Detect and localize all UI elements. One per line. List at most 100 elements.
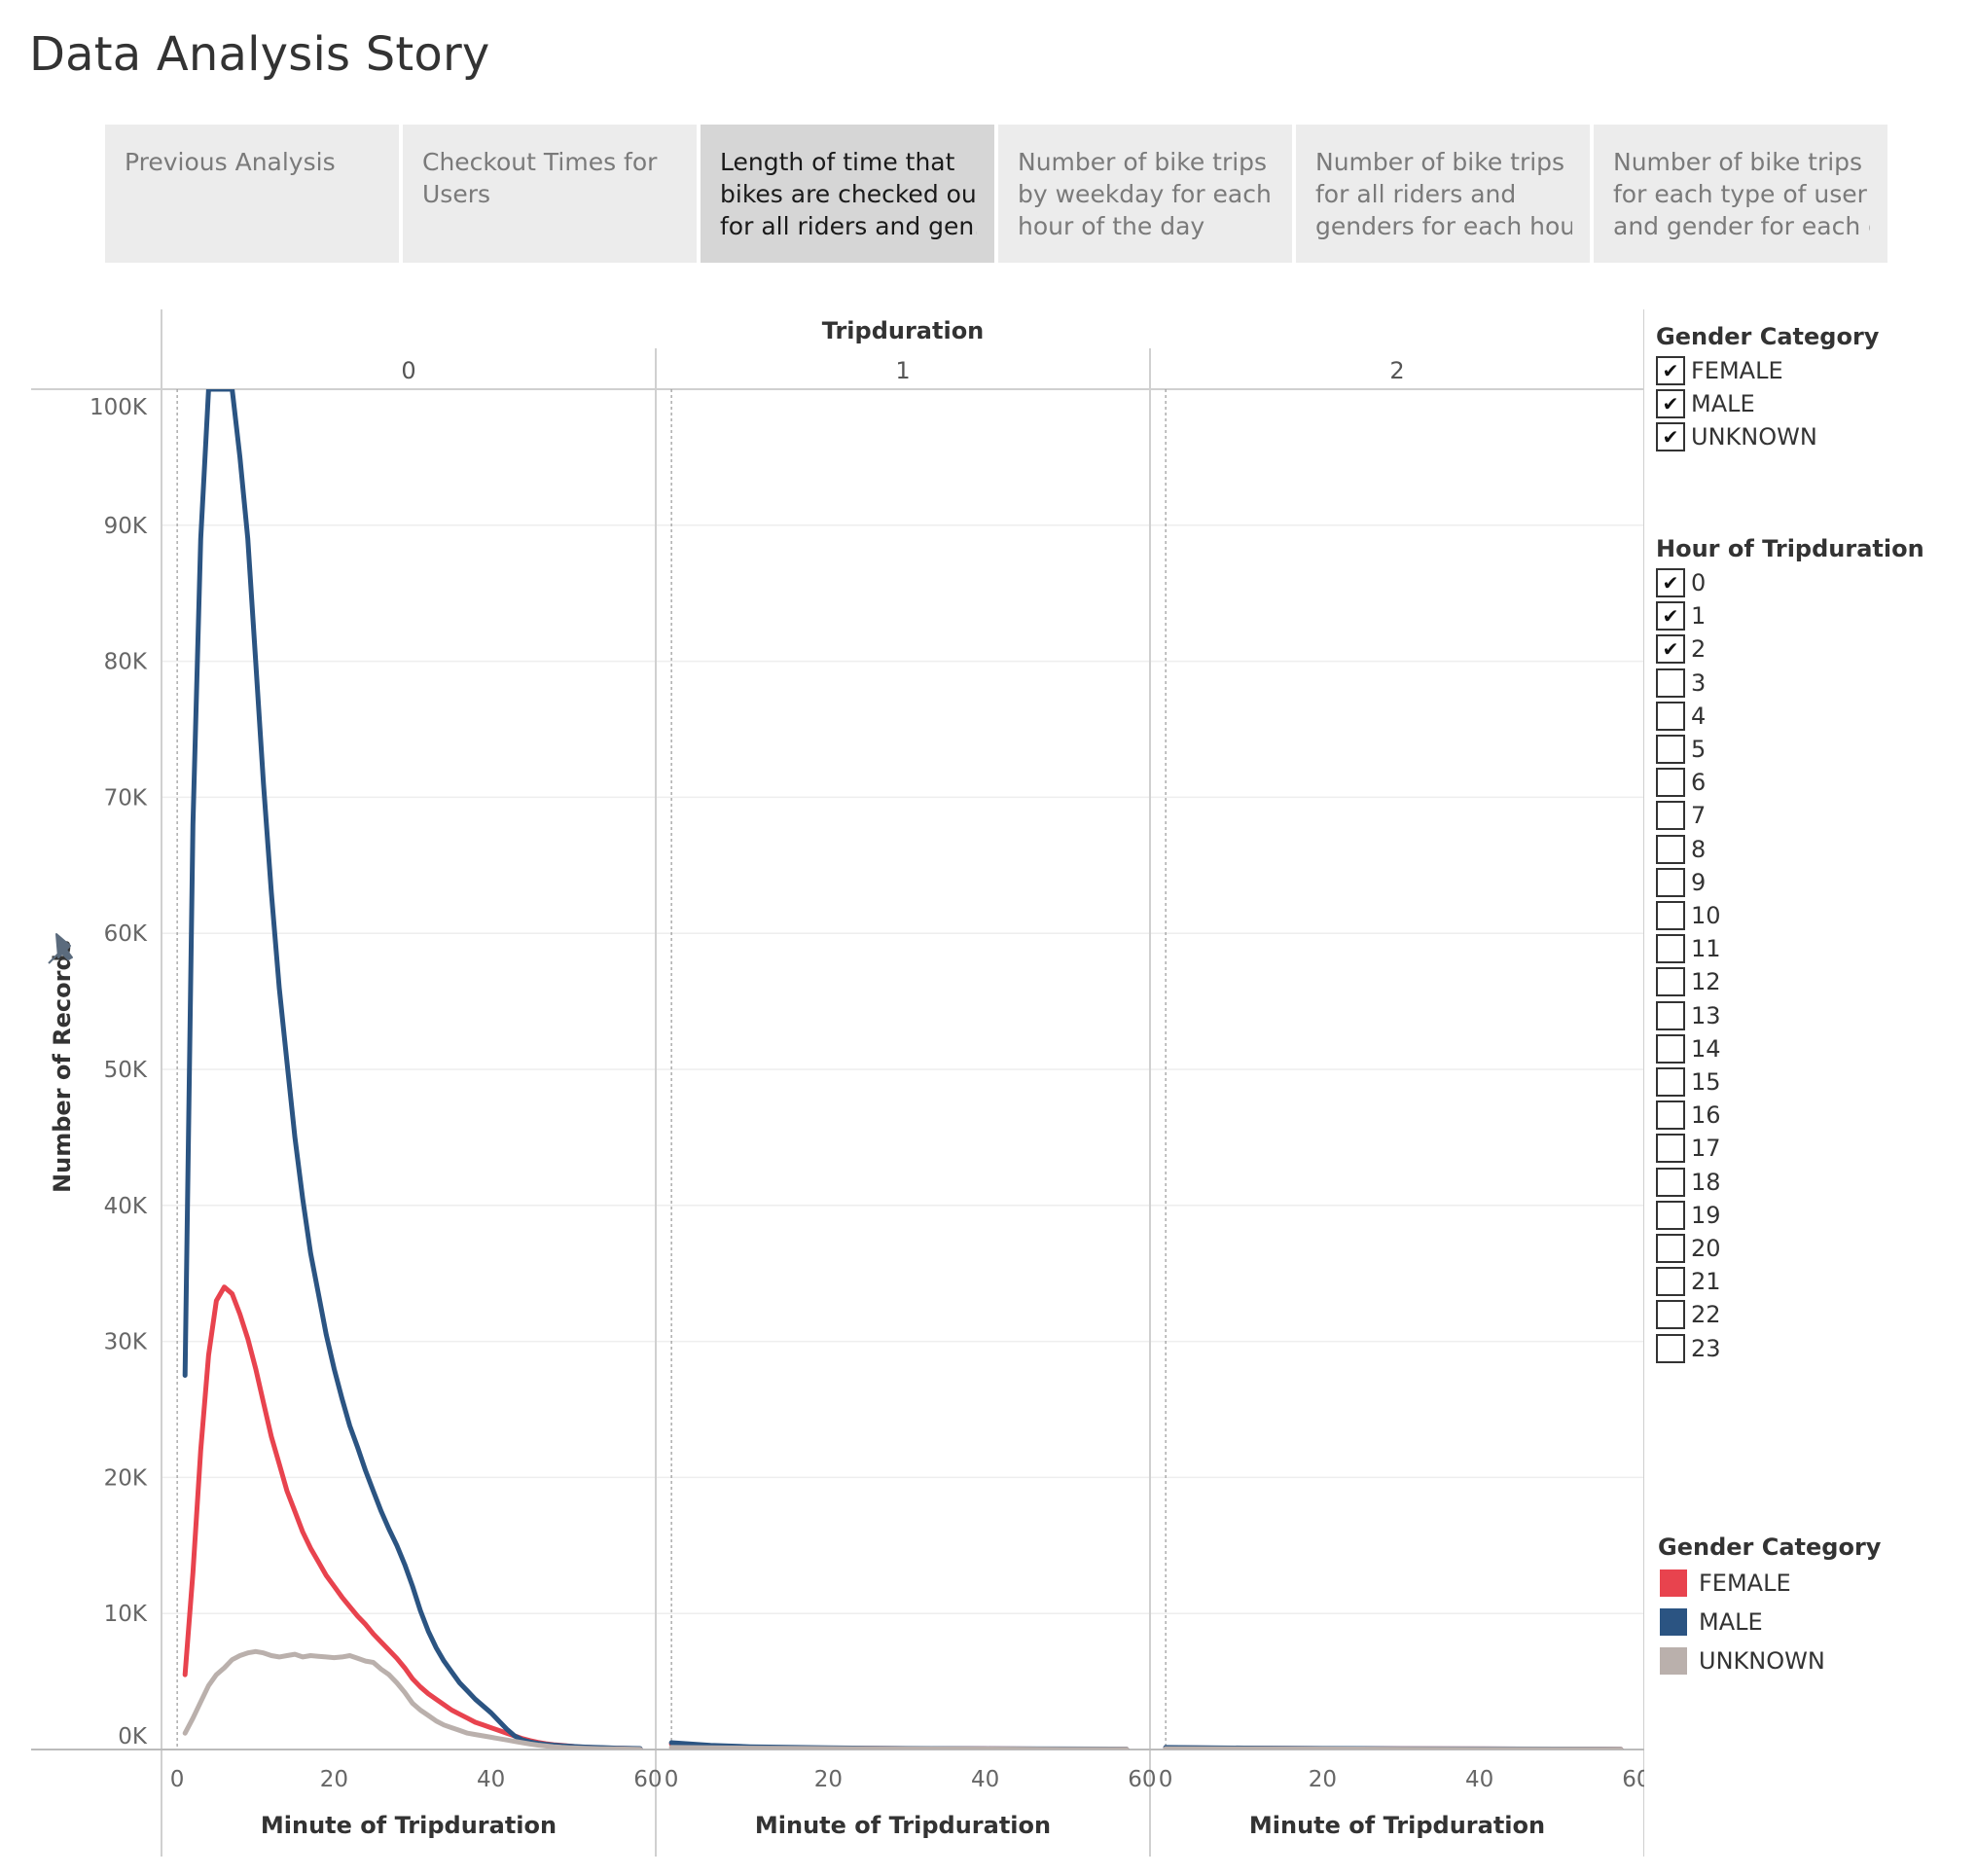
- series-line-unknown: [1163, 1746, 1624, 1750]
- checkbox[interactable]: [1656, 1134, 1685, 1164]
- checkbox[interactable]: [1656, 801, 1685, 831]
- x-tick-label: 20: [1309, 1767, 1337, 1792]
- x-tick-label: 0: [665, 1767, 679, 1792]
- hour-filter-item-2[interactable]: ✔ 2: [1656, 632, 1706, 666]
- checkbox-label: 22: [1691, 1301, 1721, 1329]
- column-header-title: Tripduration: [822, 317, 985, 344]
- checkbox[interactable]: [1656, 1200, 1685, 1230]
- x-tick-label: 0: [170, 1767, 185, 1792]
- hour-filter-item-14[interactable]: 14: [1656, 1032, 1721, 1065]
- legend-item-male[interactable]: MALE: [1660, 1607, 1763, 1637]
- hour-filter-item-10[interactable]: 10: [1656, 899, 1721, 932]
- checkbox[interactable]: ✔: [1656, 601, 1685, 631]
- checkbox[interactable]: [1656, 667, 1685, 698]
- checkbox[interactable]: [1656, 1267, 1685, 1297]
- y-tick-label: 0K: [118, 1724, 148, 1750]
- hour-filter-item-11[interactable]: 11: [1656, 932, 1721, 965]
- series-group: [182, 389, 1624, 1750]
- checkbox[interactable]: [1656, 834, 1685, 864]
- checkbox[interactable]: ✔: [1656, 422, 1685, 451]
- story-tab-text: Users: [422, 180, 491, 208]
- checkbox[interactable]: [1656, 1000, 1685, 1030]
- checkbox[interactable]: ✔: [1656, 356, 1685, 385]
- checkbox[interactable]: [1656, 1234, 1685, 1263]
- checkbox[interactable]: [1656, 867, 1685, 897]
- check-mark-icon: ✔: [1662, 637, 1679, 662]
- y-tick-label: 20K: [104, 1465, 148, 1491]
- x-tick-label: 60: [1128, 1767, 1156, 1792]
- hour-filter-item-7[interactable]: 7: [1656, 799, 1706, 832]
- check-mark-icon: ✔: [1662, 359, 1679, 382]
- series-line-unknown: [668, 1745, 1130, 1750]
- x-axis-title: Minute of Tripduration: [755, 1812, 1051, 1839]
- hour-filter-item-6[interactable]: 6: [1656, 766, 1706, 799]
- checkbox-label: 18: [1691, 1168, 1721, 1196]
- legend-item-female[interactable]: FEMALE: [1660, 1569, 1791, 1598]
- story-tab-6[interactable]: Number of bike trips for each type of use…: [1594, 125, 1887, 263]
- checkbox-label: 15: [1691, 1068, 1721, 1096]
- hour-filter-item-5[interactable]: 5: [1656, 733, 1706, 766]
- hour-filter-item-13[interactable]: 13: [1656, 999, 1721, 1032]
- hour-filter-item-23[interactable]: 23: [1656, 1332, 1721, 1365]
- checkbox[interactable]: [1656, 1033, 1685, 1064]
- hour-filter-item-4[interactable]: 4: [1656, 700, 1706, 733]
- checkbox-label: 19: [1691, 1201, 1721, 1229]
- hour-filter-item-0[interactable]: ✔ 0: [1656, 566, 1706, 599]
- x-tick-label: 0: [1159, 1767, 1173, 1792]
- hour-filter-item-18[interactable]: 18: [1656, 1166, 1721, 1199]
- gender-filter-item-female[interactable]: ✔ FEMALE: [1656, 354, 1783, 387]
- color-legend-title: Gender Category: [1658, 1533, 1882, 1561]
- hour-filter-item-12[interactable]: 12: [1656, 965, 1721, 998]
- y-tick-label: 60K: [104, 921, 148, 947]
- story-tab-2[interactable]: Checkout Times for Users: [403, 125, 697, 263]
- hour-filter-item-16[interactable]: 16: [1656, 1099, 1721, 1132]
- series-line-female: [182, 1284, 643, 1750]
- hour-filter-item-17[interactable]: 17: [1656, 1132, 1721, 1165]
- story-tab-text: hour of the day: [1018, 212, 1205, 240]
- checkbox[interactable]: ✔: [1656, 389, 1685, 418]
- gender-filter-item-unknown[interactable]: ✔ UNKNOWN: [1656, 420, 1817, 453]
- checkbox[interactable]: [1656, 934, 1685, 964]
- checkbox[interactable]: [1656, 768, 1685, 798]
- legend-swatch: [1660, 1569, 1687, 1597]
- hour-filter-item-19[interactable]: 19: [1656, 1199, 1721, 1232]
- hour-filter-item-3[interactable]: 3: [1656, 667, 1706, 700]
- checkbox-label: 14: [1691, 1034, 1721, 1063]
- story-tab-1[interactable]: Previous Analysis: [105, 125, 399, 263]
- story-tab-4[interactable]: Number of bike trips by weekday for each h…: [998, 125, 1292, 263]
- gender-filter-title: Gender Category: [1656, 323, 1880, 350]
- hour-filter-item-21[interactable]: 21: [1656, 1265, 1721, 1298]
- hour-filter-item-1[interactable]: ✔ 1: [1656, 599, 1706, 632]
- checkbox[interactable]: [1656, 1167, 1685, 1197]
- panel-header: 1: [895, 357, 910, 384]
- hour-filter-item-20[interactable]: 20: [1656, 1232, 1721, 1265]
- filters-and-legend: Gender Category ✔ FEMALE ✔ MALE ✔ UNKNOWN Hou…: [1644, 0, 1977, 1876]
- story-tab-text: by weekday for each: [1018, 180, 1272, 208]
- y-tick-label: 90K: [104, 514, 148, 539]
- hour-filter-item-15[interactable]: 15: [1656, 1065, 1721, 1099]
- checkbox[interactable]: ✔: [1656, 568, 1685, 597]
- checkbox[interactable]: [1656, 735, 1685, 764]
- check-mark-icon: ✔: [1662, 425, 1679, 449]
- checkbox-label: 6: [1691, 769, 1707, 797]
- checkbox[interactable]: [1656, 1100, 1685, 1131]
- legend-swatch: [1660, 1608, 1687, 1636]
- checkbox[interactable]: [1656, 701, 1685, 731]
- legend-item-unknown[interactable]: UNKNOWN: [1660, 1646, 1825, 1676]
- checkbox[interactable]: ✔: [1656, 634, 1685, 665]
- checkbox-label: 3: [1691, 668, 1707, 697]
- story-tab-3[interactable]: Length of time that bikes are checked out…: [701, 125, 994, 263]
- checkbox[interactable]: [1656, 1333, 1685, 1363]
- checkbox-label: 2: [1691, 635, 1707, 664]
- legend-label: MALE: [1699, 1608, 1763, 1636]
- checkbox[interactable]: [1656, 1300, 1685, 1330]
- hour-filter-item-9[interactable]: 9: [1656, 866, 1706, 899]
- checkbox[interactable]: [1656, 901, 1685, 930]
- checkbox[interactable]: [1656, 1067, 1685, 1097]
- hour-filter-item-22[interactable]: 22: [1656, 1298, 1721, 1331]
- story-tab-5[interactable]: Number of bike trips for all riders and ge…: [1296, 125, 1590, 263]
- gender-filter-item-male[interactable]: ✔ MALE: [1656, 387, 1755, 420]
- x-tick-label: 40: [1465, 1767, 1493, 1792]
- checkbox[interactable]: [1656, 967, 1685, 997]
- hour-filter-item-8[interactable]: 8: [1656, 833, 1706, 866]
